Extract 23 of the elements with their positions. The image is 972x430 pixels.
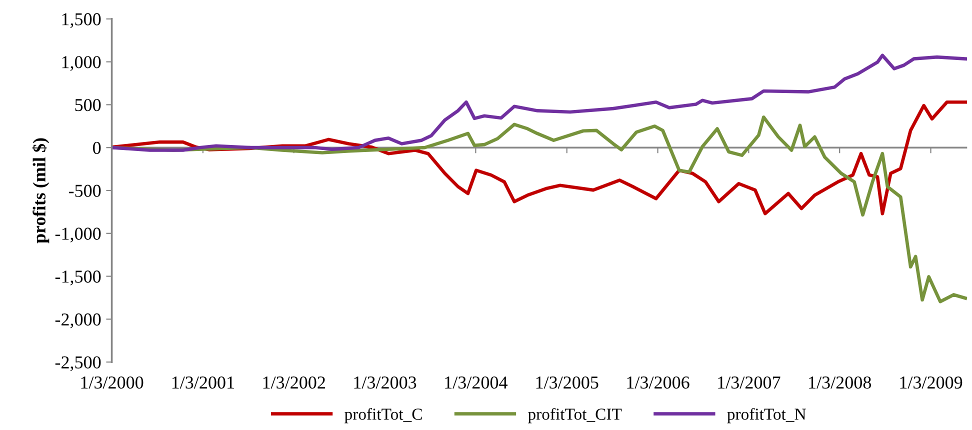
y-tick-label: 1,000 <box>62 56 101 71</box>
legend-label: profitTot_N <box>727 408 806 424</box>
x-tick-label: 1/3/2002 <box>263 376 325 389</box>
x-tick-label: 1/3/2005 <box>536 376 598 389</box>
x-tick-label: 1/3/2008 <box>809 376 872 389</box>
y-tick-label: -1,000 <box>55 228 101 242</box>
y-tick-label: 0 <box>93 142 101 154</box>
x-tick-label: 1/3/2004 <box>445 376 508 389</box>
x-tick-label: 1/3/2007 <box>718 376 780 389</box>
x-tick-label: 1/3/2009 <box>900 376 962 389</box>
y-axis-title: profits (mil $) <box>32 138 50 244</box>
x-tick-label: 1/3/2001 <box>172 376 234 389</box>
y-tick-label: 1,500 <box>62 13 101 28</box>
y-tick-label: -1,500 <box>55 270 101 286</box>
y-tick-label: -2,500 <box>55 356 101 372</box>
legend-label: profitTot_CIT <box>528 408 622 424</box>
y-tick-label: -500 <box>68 184 101 197</box>
x-tick-label: 1/3/2000 <box>81 376 144 389</box>
y-tick-label: -2,000 <box>55 313 101 328</box>
x-tick-label: 1/3/2006 <box>627 376 690 389</box>
x-tick-label: 1/3/2003 <box>354 376 416 389</box>
legend-label: profitTot_C <box>344 408 422 424</box>
y-tick-label: 500 <box>75 98 101 112</box>
